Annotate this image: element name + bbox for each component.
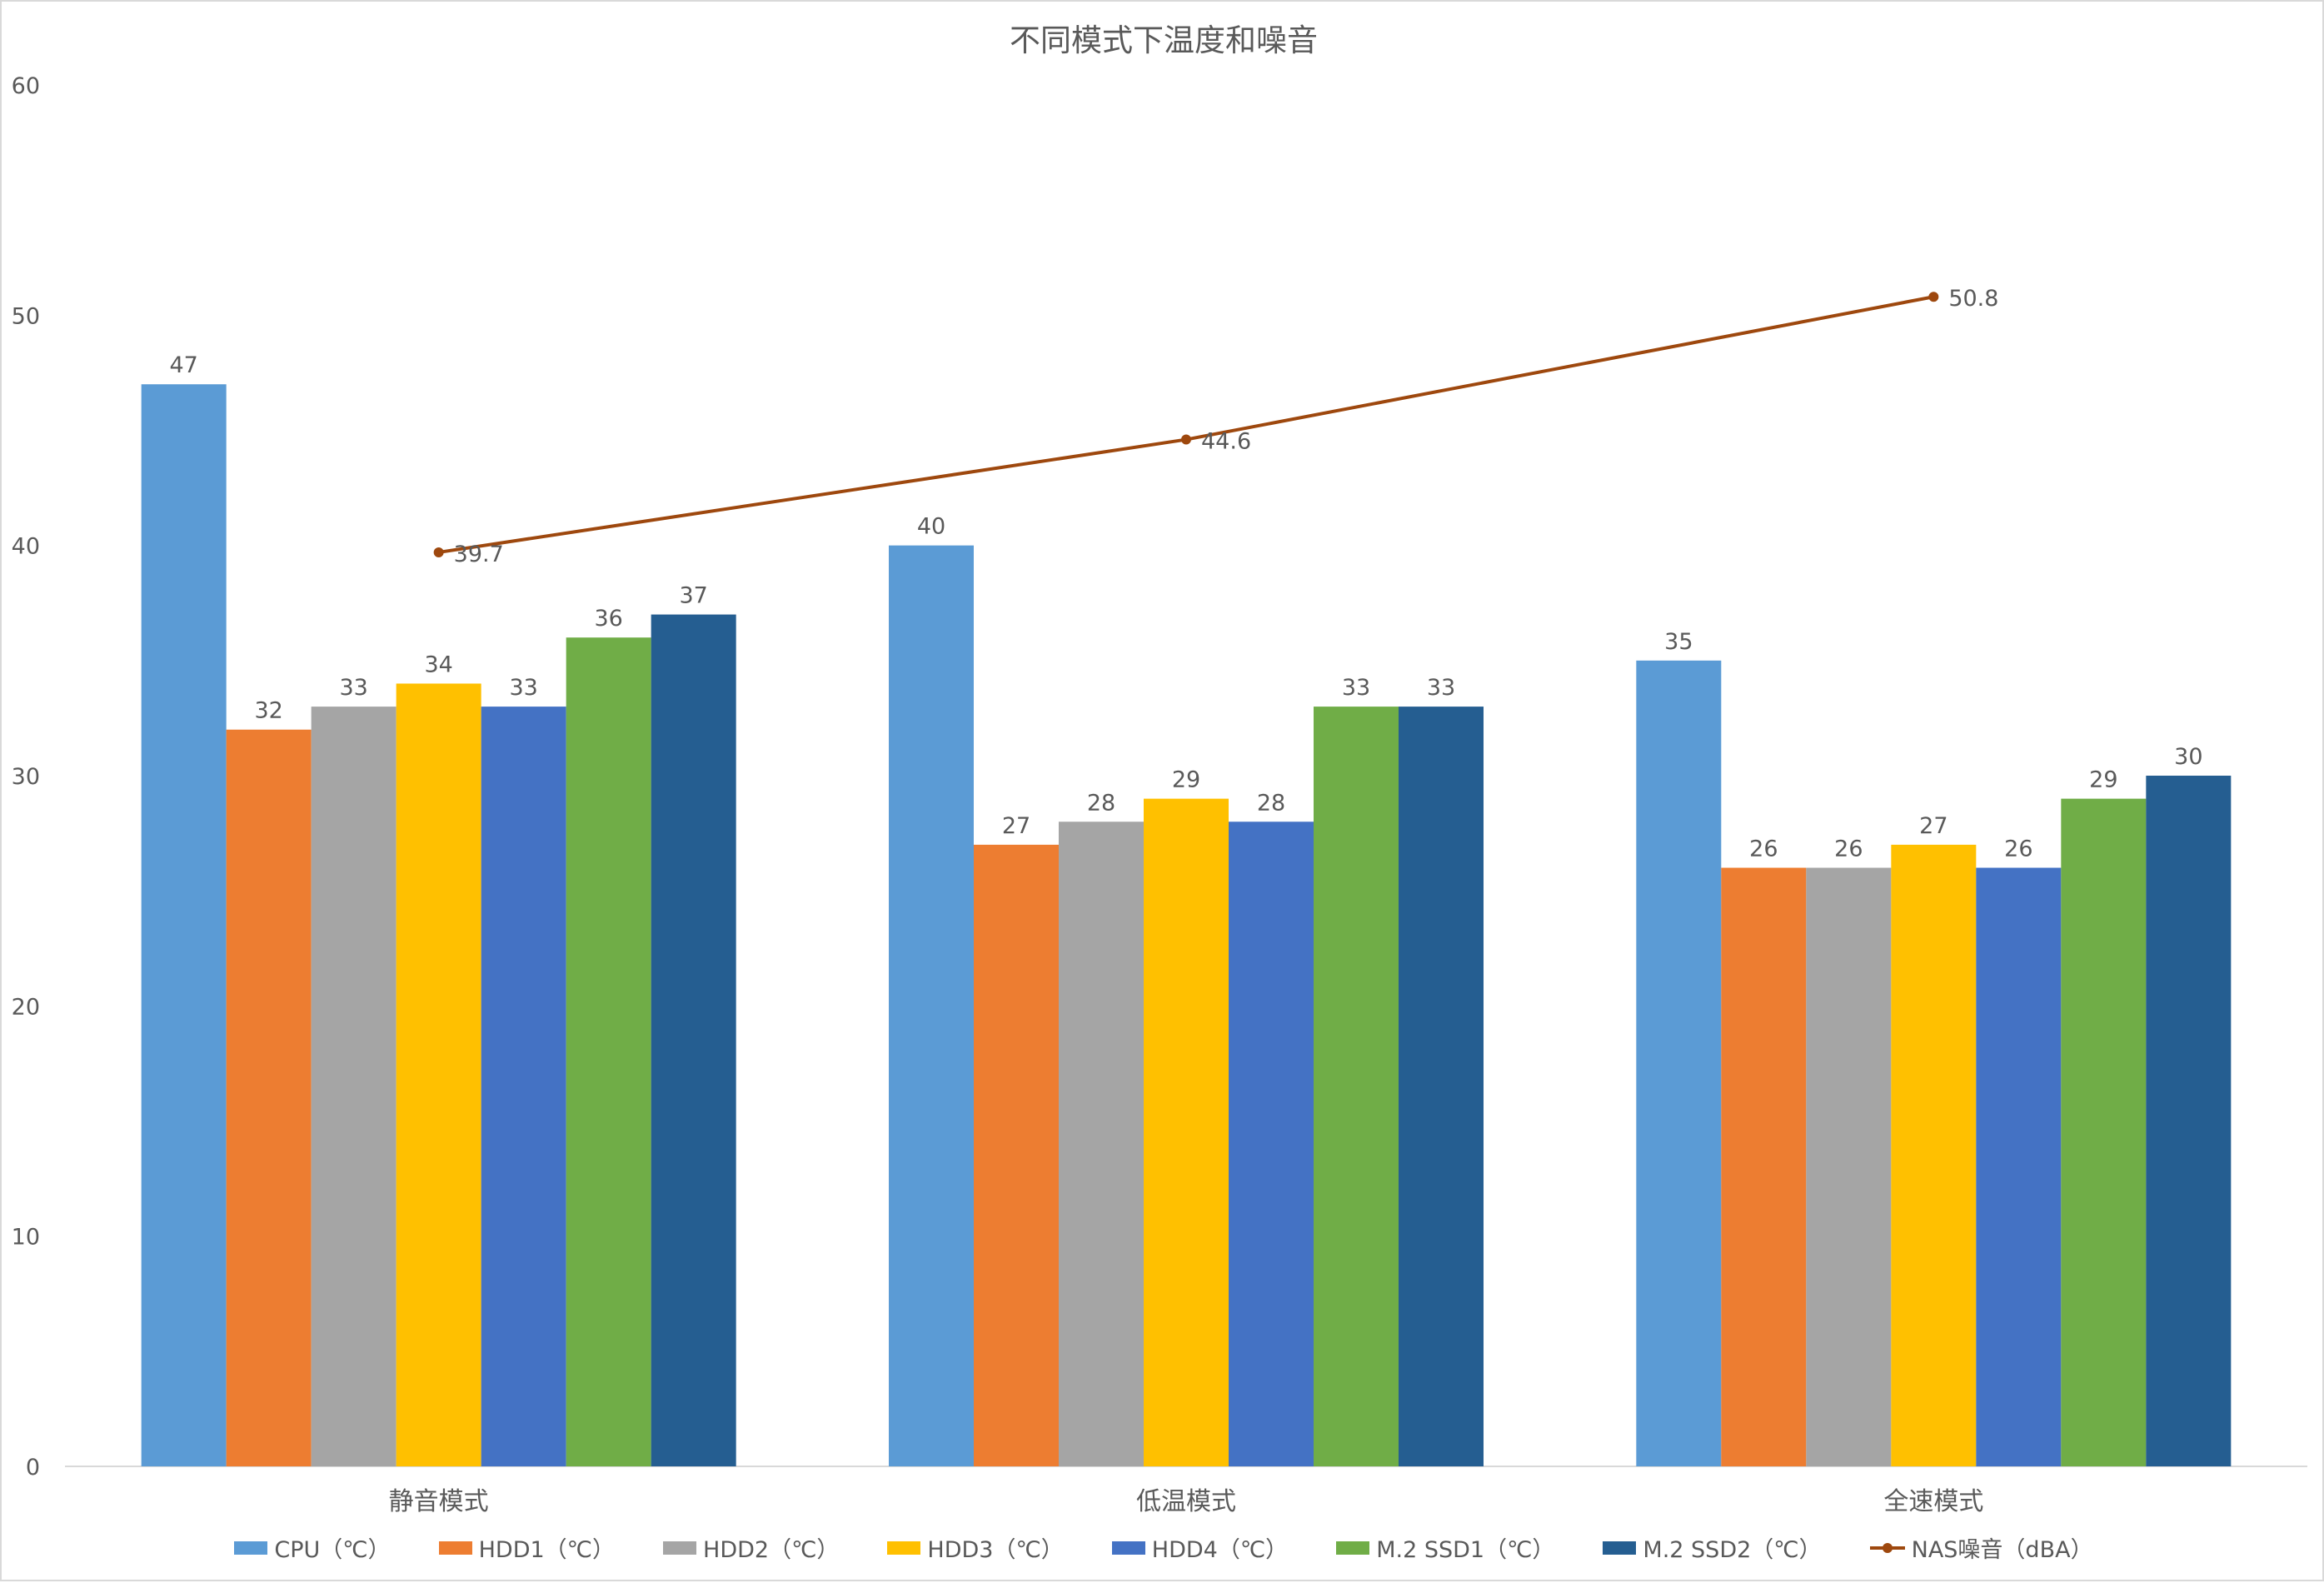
legend-label: HDD1（℃） (478, 1537, 616, 1563)
bar-data-label: 33 (1342, 675, 1370, 701)
legend-item: CPU（℃） (234, 1531, 391, 1564)
bar (1721, 867, 1807, 1466)
bar (396, 683, 481, 1466)
bar-data-label: 33 (509, 675, 537, 701)
bar-data-label: 28 (1087, 790, 1115, 816)
bar (1059, 821, 1144, 1466)
bar-data-label: 36 (594, 606, 622, 632)
legend-swatch (1603, 1541, 1637, 1555)
legend-label: CPU（℃） (274, 1537, 391, 1563)
legend-item: M.2 SSD1（℃） (1336, 1531, 1554, 1564)
legend-label: NAS噪音（dBA） (1911, 1537, 2093, 1563)
bar-data-label: 32 (254, 698, 282, 724)
bar (2061, 798, 2147, 1466)
bar-data-label: 30 (2174, 744, 2202, 770)
bar-data-label: 26 (1834, 836, 1863, 862)
legend-item: M.2 SSD2（℃） (1603, 1531, 1822, 1564)
legend-item: HDD3（℃） (887, 1531, 1064, 1564)
bar-data-label: 28 (1257, 790, 1285, 816)
bar (974, 844, 1059, 1466)
legend-item: NAS噪音（dBA） (1869, 1531, 2093, 1564)
bar-data-label: 33 (339, 675, 367, 701)
legend-label: HDD3（℃） (927, 1537, 1064, 1563)
chart-legend: CPU（℃） HDD1（℃） HDD2（℃） HDD3（℃） HDD4（℃） M.2 SS… (2, 1531, 2324, 1564)
bar (2146, 776, 2232, 1466)
chart-title: 不同模式下温度和噪音 (1010, 22, 1318, 58)
noise-point (433, 547, 444, 557)
y-tick-label: 30 (12, 764, 40, 790)
bar-data-label: 34 (424, 652, 452, 677)
bar-data-label: 27 (1002, 813, 1030, 839)
y-tick-label: 20 (12, 994, 40, 1020)
noise-point (1181, 434, 1191, 445)
bar-data-label: 37 (679, 583, 707, 609)
legend-swatch (1336, 1541, 1370, 1555)
x-tick-label: 静音模式 (389, 1487, 489, 1516)
y-tick-label: 0 (26, 1455, 40, 1481)
bar (226, 729, 312, 1466)
legend-label: HDD4（℃） (1151, 1537, 1289, 1563)
x-tick-label: 低温模式 (1136, 1487, 1236, 1516)
legend-item: HDD2（℃） (663, 1531, 839, 1564)
bar (1976, 867, 2062, 1466)
bar (889, 545, 974, 1466)
bar-data-label: 35 (1664, 629, 1693, 655)
noise-data-label: 50.8 (1948, 286, 1998, 312)
y-tick-label: 60 (12, 73, 40, 99)
bar (1144, 798, 1229, 1466)
x-tick-label: 全速模式 (1883, 1487, 1983, 1516)
bar (1806, 867, 1892, 1466)
noise-data-label: 39.7 (454, 542, 504, 567)
noise-data-label: 44.6 (1201, 429, 1251, 455)
legend-label: HDD2（℃） (703, 1537, 840, 1563)
bar (311, 707, 396, 1466)
bar (1891, 844, 1977, 1466)
bar (1229, 821, 1314, 1466)
bar (1314, 707, 1399, 1466)
legend-swatch (438, 1541, 472, 1555)
bar-data-label: 29 (2089, 767, 2117, 793)
legend-swatch (234, 1541, 268, 1555)
legend-item: HDD1（℃） (438, 1531, 616, 1564)
y-tick-label: 50 (12, 303, 40, 329)
bar-data-label: 40 (917, 514, 945, 540)
legend-label: M.2 SSD1（℃） (1376, 1537, 1555, 1563)
bar (651, 614, 736, 1466)
bar-data-label: 29 (1172, 767, 1200, 793)
bar (1636, 660, 1722, 1466)
bar-data-label: 27 (1919, 813, 1947, 839)
bar-data-label: 33 (1427, 675, 1455, 701)
bar (1399, 707, 1484, 1466)
bar-data-label: 26 (2004, 836, 2032, 862)
noise-line (438, 295, 1934, 554)
bar (141, 384, 227, 1466)
bar (566, 637, 651, 1466)
bar-data-label: 47 (169, 352, 197, 378)
noise-point (1928, 292, 1939, 302)
legend-item: HDD4（℃） (1111, 1531, 1289, 1564)
y-tick-label: 40 (12, 534, 40, 560)
y-tick-label: 10 (12, 1225, 40, 1251)
legend-swatch (663, 1541, 697, 1555)
legend-label: M.2 SSD2（℃） (1643, 1537, 1822, 1563)
bar-data-label: 26 (1749, 836, 1778, 862)
legend-line-marker (1869, 1541, 1905, 1555)
legend-swatch (887, 1541, 921, 1555)
bar (481, 707, 566, 1466)
legend-swatch (1111, 1541, 1145, 1555)
